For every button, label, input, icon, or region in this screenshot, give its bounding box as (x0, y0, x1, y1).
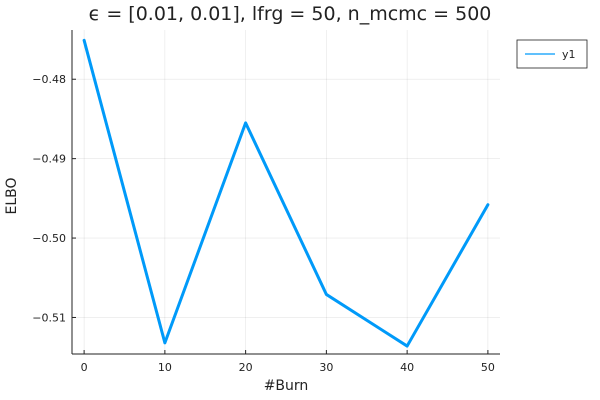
series-line-y1 (82, 38, 490, 348)
x-axis-label: #Burn (264, 378, 309, 394)
x-tick-label: 30 (319, 361, 333, 374)
y-tick-label: −0.51 (32, 311, 66, 324)
grid-lines (72, 30, 500, 354)
tick-labels: 0 10 20 30 40 50 −0.51 −0.50 −0.49 −0.48 (32, 73, 495, 374)
axes (71, 30, 500, 355)
y-tick-label: −0.49 (32, 153, 66, 166)
y-axis-label: ELBO (4, 177, 20, 214)
x-tick-label: 50 (481, 361, 495, 374)
x-tick-label: 40 (400, 361, 414, 374)
chart-title: ϵ = [0.01, 0.01], lfrg = 50, n_mcmc = 50… (89, 3, 492, 25)
legend: y1 (516, 39, 588, 69)
y-tick-label: −0.50 (32, 232, 66, 245)
series-lines (82, 38, 490, 348)
x-tick-label: 0 (81, 361, 88, 374)
legend-label-y1: y1 (562, 48, 576, 61)
x-tick-label: 10 (158, 361, 172, 374)
y-tick-label: −0.48 (32, 73, 66, 86)
x-tick-label: 20 (239, 361, 253, 374)
